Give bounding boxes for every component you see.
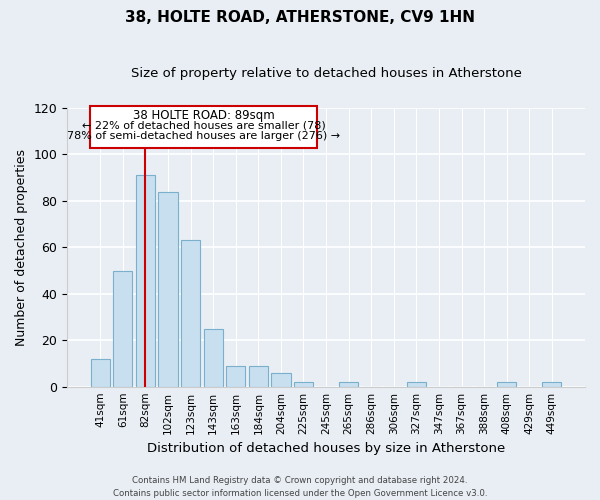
Bar xyxy=(249,366,268,386)
Text: ← 22% of detached houses are smaller (78): ← 22% of detached houses are smaller (78… xyxy=(82,121,325,131)
Bar xyxy=(158,192,178,386)
X-axis label: Distribution of detached houses by size in Atherstone: Distribution of detached houses by size … xyxy=(147,442,505,455)
Bar xyxy=(181,240,200,386)
Text: 38 HOLTE ROAD: 89sqm: 38 HOLTE ROAD: 89sqm xyxy=(133,109,274,122)
Y-axis label: Number of detached properties: Number of detached properties xyxy=(15,149,28,346)
Bar xyxy=(271,372,290,386)
Bar xyxy=(407,382,426,386)
Text: 78% of semi-detached houses are larger (276) →: 78% of semi-detached houses are larger (… xyxy=(67,132,340,141)
Text: Contains HM Land Registry data © Crown copyright and database right 2024.
Contai: Contains HM Land Registry data © Crown c… xyxy=(113,476,487,498)
Bar xyxy=(497,382,517,386)
Bar xyxy=(294,382,313,386)
Bar xyxy=(226,366,245,386)
Title: Size of property relative to detached houses in Atherstone: Size of property relative to detached ho… xyxy=(131,68,521,80)
Bar xyxy=(91,359,110,386)
Bar xyxy=(113,270,133,386)
Bar xyxy=(339,382,358,386)
FancyBboxPatch shape xyxy=(90,106,317,148)
Bar xyxy=(203,328,223,386)
Text: 38, HOLTE ROAD, ATHERSTONE, CV9 1HN: 38, HOLTE ROAD, ATHERSTONE, CV9 1HN xyxy=(125,10,475,25)
Bar xyxy=(542,382,562,386)
Bar xyxy=(136,176,155,386)
